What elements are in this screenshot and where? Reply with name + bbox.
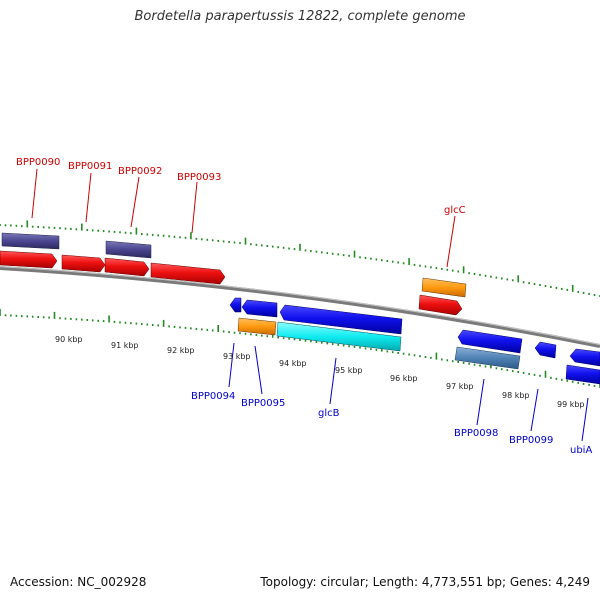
- gene-arrow-purple[interactable]: [1, 232, 60, 250]
- scale-label: 99 kbp: [557, 400, 585, 409]
- gene-arrow-red[interactable]: [150, 262, 226, 285]
- map-title: Bordetella parapertussis 12822, complete…: [134, 9, 466, 24]
- scale-label: 98 kbp: [502, 391, 530, 400]
- gene-arrow-blue[interactable]: [229, 297, 242, 313]
- gene-arrow-blue[interactable]: [534, 341, 557, 359]
- lower-tick-row: [0, 309, 600, 388]
- gene-label-bpp0099[interactable]: BPP0099: [509, 435, 553, 446]
- gene-label-bpp0095[interactable]: BPP0095: [241, 398, 285, 409]
- scale-label: 90 kbp: [55, 335, 83, 344]
- gene-arrow-blue[interactable]: [279, 304, 403, 335]
- leader-line: [228, 342, 235, 388]
- genome-backbone-highlight: [0, 266, 600, 346]
- gene-label-bpp0093[interactable]: BPP0093: [177, 172, 221, 183]
- gene-label-glcb[interactable]: glcB: [318, 408, 340, 419]
- gene-arrow-orange[interactable]: [237, 317, 277, 336]
- genome-backbone: [0, 266, 600, 348]
- gene-arrow-orange[interactable]: [421, 277, 467, 298]
- topology-text: Topology: circular; Length: 4,773,551 bp…: [260, 575, 590, 589]
- gene-arrow-red[interactable]: [0, 250, 58, 269]
- gene-arrow-red[interactable]: [418, 294, 463, 316]
- leader-line: [130, 176, 140, 228]
- scale-label: 97 kbp: [446, 382, 474, 391]
- gene-arrow-cyan[interactable]: [276, 321, 402, 352]
- leader-line: [329, 357, 337, 405]
- gene-arrow-blue[interactable]: [241, 299, 278, 318]
- gene-arrow-red[interactable]: [104, 257, 150, 277]
- scale-label: 93 kbp: [223, 352, 251, 361]
- gene-arrow-blue[interactable]: [565, 364, 600, 385]
- gene-label-bpp0090[interactable]: BPP0090: [16, 157, 60, 168]
- accession-text: Accession: NC_002928: [10, 575, 147, 589]
- leader-line: [31, 168, 38, 219]
- leader-line: [191, 181, 198, 234]
- scale-label: 94 kbp: [279, 359, 307, 368]
- leader-line: [254, 345, 263, 395]
- scale-label: 95 kbp: [335, 366, 363, 375]
- leader-line: [530, 388, 539, 432]
- leader-line: [446, 215, 456, 268]
- gene-arrow-blue[interactable]: [569, 348, 600, 367]
- gene-label-bpp0094[interactable]: BPP0094: [191, 391, 235, 402]
- gene-arrow-red[interactable]: [61, 254, 106, 273]
- leader-line: [581, 397, 589, 442]
- gene-label-glcc[interactable]: glcC: [444, 205, 466, 216]
- scale-label: 92 kbp: [167, 346, 195, 355]
- gene-arrow-blue[interactable]: [457, 329, 523, 354]
- scale-label: 91 kbp: [111, 341, 139, 350]
- leader-line: [85, 172, 92, 223]
- leader-line: [476, 378, 485, 426]
- gene-label-bpp0092[interactable]: BPP0092: [118, 166, 162, 177]
- scale-label: 96 kbp: [390, 374, 418, 383]
- gene-label-bpp0098[interactable]: BPP0098: [454, 428, 498, 439]
- gene-arrow-purple[interactable]: [105, 240, 152, 259]
- gene-label-ubia[interactable]: ubiA: [570, 445, 592, 456]
- gene-label-bpp0091[interactable]: BPP0091: [68, 161, 112, 172]
- upper-tick-row: [0, 220, 600, 297]
- gene-arrow-steel[interactable]: [454, 346, 521, 370]
